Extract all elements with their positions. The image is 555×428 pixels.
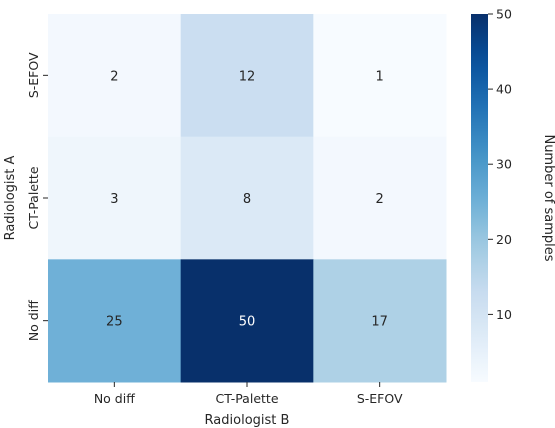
heatmap-cell xyxy=(313,259,447,383)
cell-value-label: 17 xyxy=(371,315,388,330)
heatmap-cell xyxy=(48,259,182,383)
colorbar xyxy=(471,14,488,382)
cell-value-label: 25 xyxy=(106,315,123,330)
heatmap-cells xyxy=(48,14,447,383)
cell-value-label: 12 xyxy=(239,69,256,84)
heatmap-cell xyxy=(180,259,314,383)
cell-value-label: 2 xyxy=(376,192,384,207)
cell-value-label: 50 xyxy=(239,315,256,330)
colorbar-tick-label: 40 xyxy=(496,82,512,97)
cell-value-label: 2 xyxy=(110,69,118,84)
heatmap-cell xyxy=(180,14,314,138)
colorbar-ticks: 10 20 30 40 50 xyxy=(488,7,512,322)
colorbar-tick-label: 50 xyxy=(496,7,512,22)
cell-value-label: 1 xyxy=(376,69,384,84)
x-tick-label: No diff xyxy=(94,391,135,406)
x-tick-label: S-EFOV xyxy=(357,391,403,406)
cell-value-label: 8 xyxy=(243,192,251,207)
heatmap-cell xyxy=(313,136,447,260)
y-axis-ticks: S-EFOV CT-Palette No diff xyxy=(26,52,48,341)
y-tick-label: S-EFOV xyxy=(26,52,41,98)
heatmap-cell xyxy=(48,136,182,260)
colorbar-tick-label: 30 xyxy=(496,157,512,172)
colorbar-label: Number of samples xyxy=(541,134,555,261)
colorbar-tick-label: 20 xyxy=(496,232,512,247)
y-tick-label: No diff xyxy=(26,300,41,341)
cell-annotations: 2 12 1 3 8 2 25 50 17 xyxy=(106,69,388,329)
heatmap-cell xyxy=(48,14,182,138)
x-tick-label: CT-Palette xyxy=(215,391,278,406)
heatmap-cell xyxy=(313,14,447,138)
cell-value-label: 3 xyxy=(110,192,118,207)
x-axis-ticks: No diff CT-Palette S-EFOV xyxy=(94,382,403,406)
heatmap-cell xyxy=(180,136,314,260)
colorbar-tick-label: 10 xyxy=(496,307,512,322)
x-axis-label: Radiologist B xyxy=(205,413,290,428)
y-tick-label: CT-Palette xyxy=(26,166,41,229)
y-axis-label: Radiologist A xyxy=(3,155,18,240)
